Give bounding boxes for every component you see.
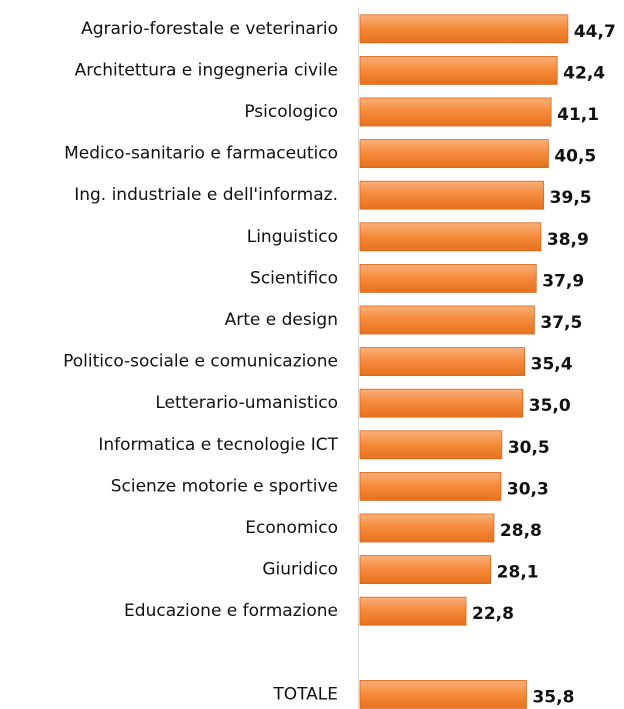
bar [359, 430, 503, 460]
category-label: Scientifico [250, 268, 338, 288]
value-label: 22,8 [472, 604, 514, 624]
value-label: 44,7 [574, 22, 616, 42]
value-label: 39,5 [550, 188, 592, 208]
value-label: 41,1 [557, 105, 599, 125]
bar [359, 222, 542, 252]
value-label: 38,9 [547, 230, 589, 250]
category-label: Linguistico [247, 227, 338, 247]
bar [359, 471, 502, 501]
bar [359, 56, 558, 85]
category-label: Ing. industriale e dell'informaz. [74, 185, 338, 205]
value-label: 35,4 [531, 355, 573, 375]
category-label: Psicologico [244, 102, 338, 122]
category-label: Architettura e ingegneria civile [75, 60, 338, 80]
category-label: Educazione e formazione [124, 601, 338, 621]
value-label: 37,9 [542, 271, 584, 291]
category-label: Scienze motorie e sportive [111, 476, 338, 496]
category-label: Medico-sanitario e farmaceutico [64, 144, 338, 164]
category-label: Informatica e tecnologie ICT [98, 435, 338, 455]
value-label: 35,8 [532, 687, 574, 707]
bar [359, 596, 467, 626]
value-label: 30,5 [508, 438, 550, 458]
category-label: Letterario-umanistico [155, 393, 338, 413]
value-label: 40,5 [554, 147, 596, 167]
category-label: Giuridico [262, 560, 338, 580]
category-label: TOTALE [272, 684, 338, 704]
bar [359, 180, 545, 210]
value-label: 30,3 [507, 479, 549, 499]
category-label: Politico-sociale e comunicazione [63, 352, 338, 372]
category-label: Economico [245, 518, 338, 538]
bar [359, 555, 492, 584]
bar [359, 680, 527, 709]
bar [359, 97, 552, 127]
bar [359, 347, 526, 377]
value-label: 28,1 [497, 563, 539, 583]
bar [359, 14, 569, 44]
bar [359, 513, 495, 543]
value-label: 37,5 [540, 313, 582, 333]
bar [359, 139, 549, 169]
category-label: Arte e design [225, 310, 338, 330]
value-label: 35,0 [529, 396, 571, 416]
value-label: 28,8 [500, 521, 542, 541]
category-label: Agrario-forestale e veterinario [81, 19, 338, 39]
value-label: 42,4 [563, 63, 605, 83]
bar [359, 388, 524, 418]
bar [359, 305, 535, 335]
bar [359, 263, 537, 293]
